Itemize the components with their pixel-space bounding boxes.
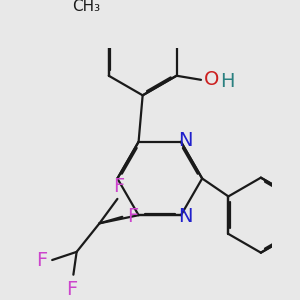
Text: N: N <box>178 207 193 226</box>
Text: N: N <box>178 130 193 150</box>
Text: H: H <box>220 72 235 91</box>
Text: F: F <box>66 280 77 298</box>
Text: F: F <box>36 250 47 269</box>
Text: O: O <box>204 70 220 89</box>
Text: F: F <box>127 207 138 226</box>
Text: F: F <box>113 177 124 196</box>
Text: CH₃: CH₃ <box>72 0 100 14</box>
